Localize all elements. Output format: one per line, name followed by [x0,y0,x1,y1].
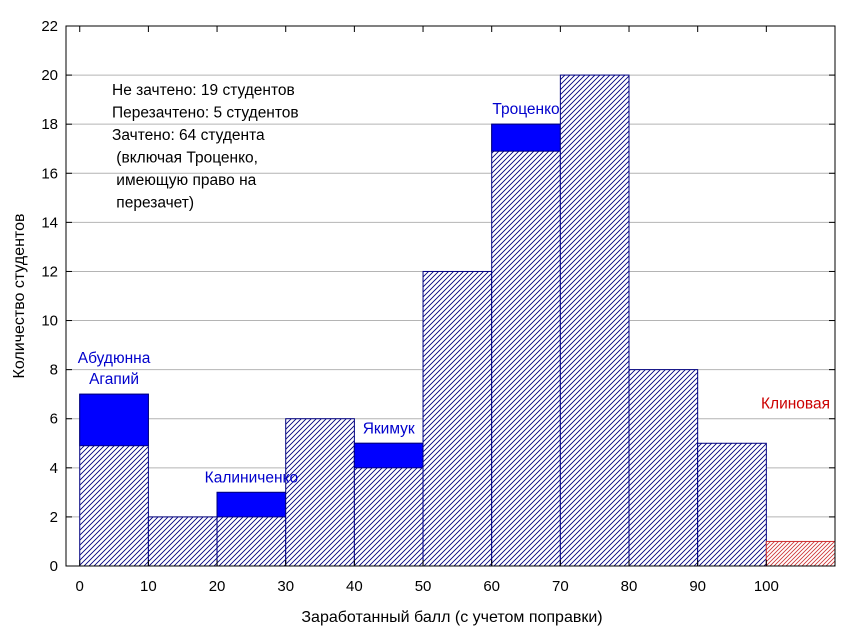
y-tick-label: 2 [50,509,58,526]
summary-line: Зачтено: 64 студента [112,127,265,144]
annotation-label: Калиниченко [205,469,298,486]
x-tick-label: 70 [552,578,569,595]
histogram-bar [285,418,355,567]
x-tick-label: 0 [76,578,84,595]
y-tick-label: 10 [41,313,58,330]
x-tick-label: 60 [483,578,500,595]
histogram-bar [765,540,836,567]
highlight-segment [79,393,149,447]
summary-line: имеющую право на [112,172,257,189]
annotation-label: Клиновая [761,396,830,413]
plot-frame [65,25,836,567]
x-axis-label: Заработанный балл (с учетом поправки) [301,609,602,626]
annotation-label: Агапий [89,371,139,388]
histogram-bar [559,74,630,567]
y-tick-label: 0 [50,558,58,575]
x-tick-label: 40 [346,578,363,595]
annotation-label: Якимук [363,420,415,437]
y-tick-label: 4 [50,460,58,477]
y-tick-label: 18 [41,116,58,133]
histogram-bar [697,442,767,567]
summary-line: перезачет) [112,195,194,212]
summary-line: (включая Троценко, [112,150,258,167]
summary-line: Перезачтено: 5 студентов [112,105,299,122]
y-tick-label: 6 [50,411,58,428]
y-tick-label: 22 [41,18,58,35]
histogram-bar [491,123,561,567]
x-tick-label: 20 [209,578,226,595]
axis-ticks: 0 2 4 6 8 10 12 14 16 18 20 22 0 10 20 30 40 50 60 70 80 90 10… [41,18,835,595]
y-axis-label: Количество студентов [11,214,28,379]
x-tick-label: 80 [621,578,638,595]
histogram-bar [147,516,218,567]
x-tick-label: 50 [415,578,432,595]
y-tick-label: 8 [50,362,58,379]
x-tick-label: 90 [689,578,706,595]
histogram-bar [628,369,699,567]
annotation-label: Абудюнна [78,350,151,367]
y-tick-label: 20 [41,67,58,84]
highlight-segment [491,123,561,152]
y-tick-label: 16 [41,165,58,182]
summary-line: Не зачтено: 19 студентов [112,82,295,99]
annotations: Не зачтено: 19 студентов Перезачтено: 5 с… [78,82,830,486]
x-tick-label: 30 [277,578,294,595]
annotation-label: Троценко [492,101,559,118]
x-tick-label: 10 [140,578,157,595]
highlight-segment [353,442,424,469]
x-tick-label: 100 [754,578,779,595]
highlight-segment [216,491,287,518]
y-tick-label: 14 [41,214,58,231]
histogram-bar [422,270,493,567]
bars [79,74,836,567]
y-tick-label: 12 [41,263,58,280]
